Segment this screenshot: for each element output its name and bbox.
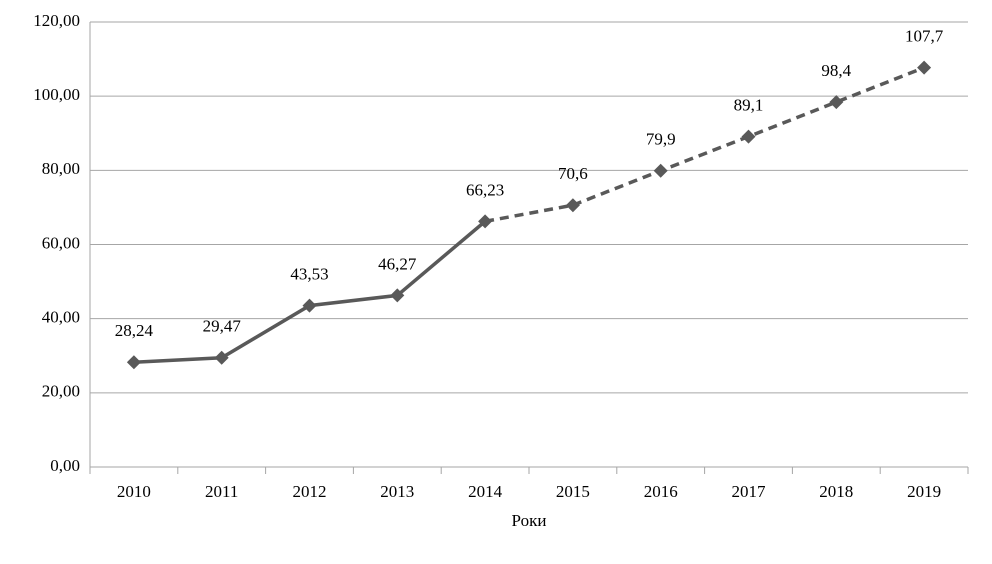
data-label: 66,23	[466, 180, 504, 199]
y-tick-label: 100,00	[33, 85, 80, 104]
x-tick-label: 2019	[907, 482, 941, 501]
x-tick-label: 2010	[117, 482, 151, 501]
y-tick-label: 40,00	[42, 308, 80, 327]
data-label: 79,9	[646, 130, 676, 149]
data-label: 107,7	[905, 27, 944, 46]
point	[741, 129, 756, 144]
point	[829, 95, 844, 110]
x-tick-label: 2013	[380, 482, 414, 501]
x-tick-label: 2015	[556, 482, 590, 501]
line-series	[133, 220, 487, 365]
y-tick-label: 60,00	[42, 233, 80, 252]
point	[917, 60, 932, 75]
data-label: 29,47	[203, 317, 242, 336]
x-tick-label: 2011	[205, 482, 238, 501]
x-tick-label: 2014	[468, 482, 503, 501]
point	[302, 298, 317, 313]
point	[390, 288, 405, 303]
x-axis-title: Роки	[512, 511, 547, 530]
x-tick-label: 2016	[644, 482, 678, 501]
data-label: 28,24	[115, 321, 154, 340]
x-tick-label: 2012	[293, 482, 327, 501]
point	[126, 355, 141, 370]
point	[478, 214, 493, 229]
line-connector	[484, 203, 574, 224]
y-tick-label: 120,00	[33, 11, 80, 30]
y-tick-label: 80,00	[42, 159, 80, 178]
point	[214, 350, 229, 365]
data-label: 46,27	[378, 254, 417, 273]
y-tick-label: 20,00	[42, 382, 80, 401]
y-tick-label: 0,00	[50, 456, 80, 475]
point	[565, 198, 580, 213]
x-tick-label: 2018	[819, 482, 853, 501]
point	[653, 163, 668, 178]
data-label: 89,1	[734, 95, 764, 114]
data-label: 43,53	[290, 264, 328, 283]
data-label: 70,6	[558, 164, 588, 183]
x-tick-label: 2017	[732, 482, 767, 501]
data-label: 98,4	[821, 61, 851, 80]
